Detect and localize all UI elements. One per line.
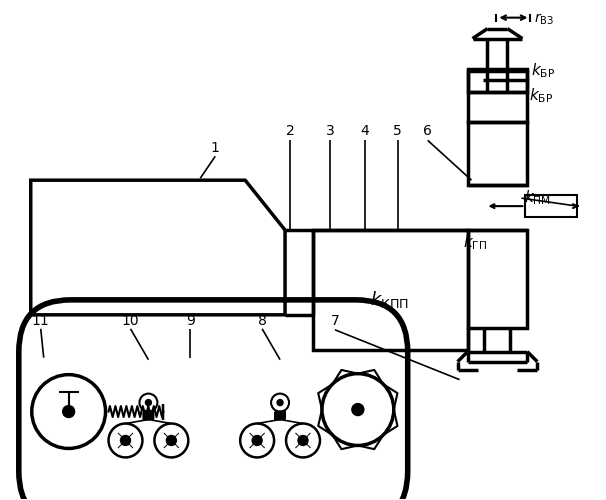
Text: 1: 1 bbox=[211, 142, 220, 156]
Circle shape bbox=[298, 436, 308, 446]
Text: 8: 8 bbox=[258, 314, 267, 328]
Circle shape bbox=[108, 424, 142, 458]
Circle shape bbox=[322, 374, 394, 446]
Circle shape bbox=[271, 394, 289, 411]
Circle shape bbox=[252, 436, 262, 446]
Text: 9: 9 bbox=[186, 314, 195, 328]
Text: 11: 11 bbox=[32, 314, 50, 328]
Text: $k_{\rm БР}$: $k_{\rm БР}$ bbox=[530, 86, 553, 105]
Text: $k_{\rm БР}$: $k_{\rm БР}$ bbox=[531, 61, 556, 80]
Text: 3: 3 bbox=[325, 124, 335, 138]
Text: 6: 6 bbox=[423, 124, 432, 138]
Bar bbox=[468, 68, 527, 92]
Text: $k_{\rm ГП}$: $k_{\rm ГП}$ bbox=[462, 233, 487, 252]
Bar bbox=[468, 70, 527, 122]
Bar bbox=[525, 195, 578, 217]
Circle shape bbox=[32, 374, 105, 448]
Text: $r_{\rm ВЗ}$: $r_{\rm ВЗ}$ bbox=[534, 12, 554, 28]
Circle shape bbox=[62, 406, 75, 417]
Text: $k_{\rm ПМ}$: $k_{\rm ПМ}$ bbox=[524, 189, 551, 208]
Circle shape bbox=[139, 394, 158, 411]
Circle shape bbox=[155, 424, 188, 458]
Circle shape bbox=[145, 400, 152, 406]
Circle shape bbox=[352, 404, 364, 415]
Bar bbox=[313, 230, 468, 350]
Circle shape bbox=[286, 424, 320, 458]
Text: 5: 5 bbox=[393, 124, 402, 138]
Circle shape bbox=[167, 436, 176, 446]
Text: 10: 10 bbox=[122, 314, 139, 328]
Text: $k_{\rm КПП}$: $k_{\rm КПП}$ bbox=[370, 290, 409, 310]
Circle shape bbox=[240, 424, 274, 458]
Text: 4: 4 bbox=[361, 124, 369, 138]
Bar bbox=[468, 122, 527, 185]
Bar bbox=[468, 230, 527, 328]
Text: 2: 2 bbox=[285, 124, 295, 138]
Circle shape bbox=[277, 400, 283, 406]
Text: 7: 7 bbox=[330, 314, 339, 328]
Circle shape bbox=[121, 436, 130, 446]
